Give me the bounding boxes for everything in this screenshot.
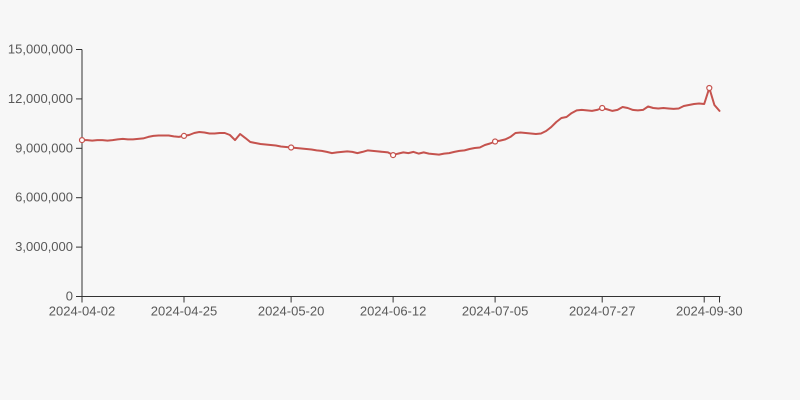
x-axis-tick-label: 2024-09-30	[676, 304, 743, 319]
y-axis-tick-label: 0	[66, 289, 73, 304]
data-point-marker	[78, 137, 86, 144]
x-axis-tick-label: 2024-07-05	[462, 304, 529, 319]
data-point-marker	[599, 104, 606, 112]
data-point-marker	[288, 144, 295, 151]
x-axis-tick-label: 2024-06-12	[360, 304, 427, 319]
y-axis-tick-label: 6,000,000	[15, 190, 73, 205]
x-axis-tick-label: 2024-05-20	[258, 304, 325, 319]
x-axis-tick-label: 2024-04-02	[49, 304, 116, 319]
data-point-marker	[492, 138, 499, 145]
y-axis-tick-label: 12,000,000	[8, 91, 73, 106]
data-point-marker	[390, 152, 397, 159]
data-point-marker	[180, 132, 188, 139]
y-axis-tick-label: 3,000,000	[15, 239, 73, 254]
y-axis-tick-label: 15,000,000	[8, 42, 73, 57]
x-axis-tick-label: 2024-07-27	[569, 304, 636, 319]
data-point-marker	[706, 84, 713, 92]
series-line	[81, 87, 721, 157]
x-axis-tick-label: 2024-04-25	[151, 304, 218, 319]
y-axis-tick-label: 9,000,000	[15, 140, 73, 155]
